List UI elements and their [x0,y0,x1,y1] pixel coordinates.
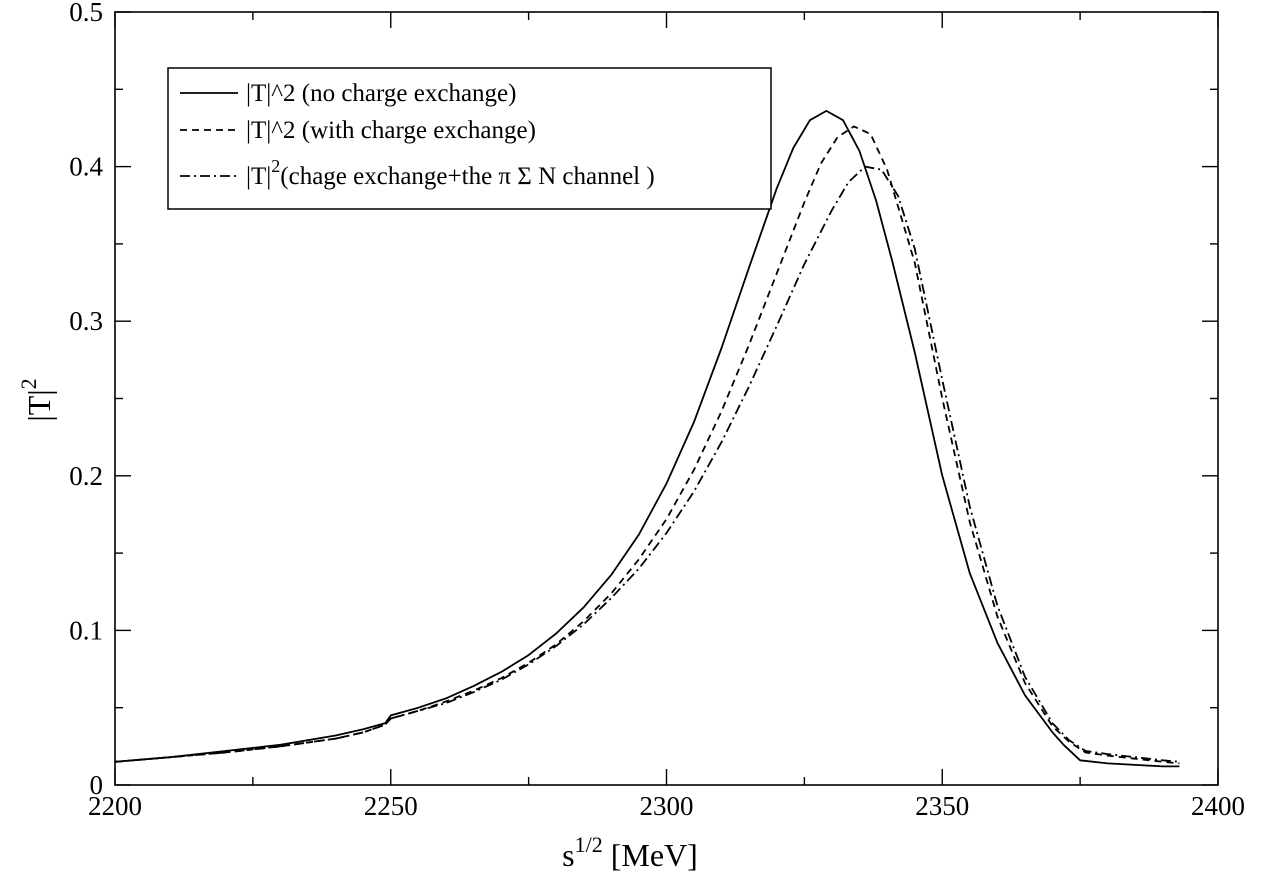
y-tick-label: 0.5 [69,0,103,27]
y-axis-label-base: |T| [21,389,57,421]
y-axis-label-sup: 2 [16,378,41,389]
x-axis-label-base: s [562,837,574,873]
y-tick-label: 0.2 [69,461,103,491]
legend-label-2-sup: 2 [271,156,280,176]
series-line-dashed [114,125,1180,765]
x-tick-label: 2250 [364,791,418,821]
x-axis-label: s1/2 [MeV] [562,832,698,873]
y-tick-label: 0.4 [69,152,103,182]
series-line-solid [114,110,1180,768]
x-tick-label: 2200 [88,791,142,821]
ticks [114,11,1219,786]
legend-label-2: |T|2(chage exchange+the π Σ N channel ) [246,156,655,190]
x-tick-label: 2350 [915,791,969,821]
legend-label-0: |T|^2 (no charge exchange) [246,80,516,107]
x-tick-label: 2300 [640,791,694,821]
series-lines [114,110,1180,768]
tick-labels: 2200 2250 2300 2350 2400 0 0.1 0.2 0.3 0.4 0.5 [69,0,1245,821]
legend-label-2-base: |T| [246,163,271,190]
legend-box [167,67,772,210]
legend: |T|^2 (no charge exchange) |T|^2 (with c… [167,67,772,210]
x-axis-label-rest: [MeV] [603,837,698,873]
y-tick-label: 0 [90,770,104,800]
legend-label-1: |T|^2 (with charge exchange) [246,117,536,144]
x-axis-label-sup: 1/2 [575,832,603,857]
y-tick-label: 0.3 [69,306,103,336]
x-tick-label: 2400 [1191,791,1245,821]
y-tick-label: 0.1 [69,615,103,645]
legend-label-2-rest: (chage exchange+the π Σ N channel ) [280,163,654,190]
y-axis-label: |T|2 [16,378,57,421]
